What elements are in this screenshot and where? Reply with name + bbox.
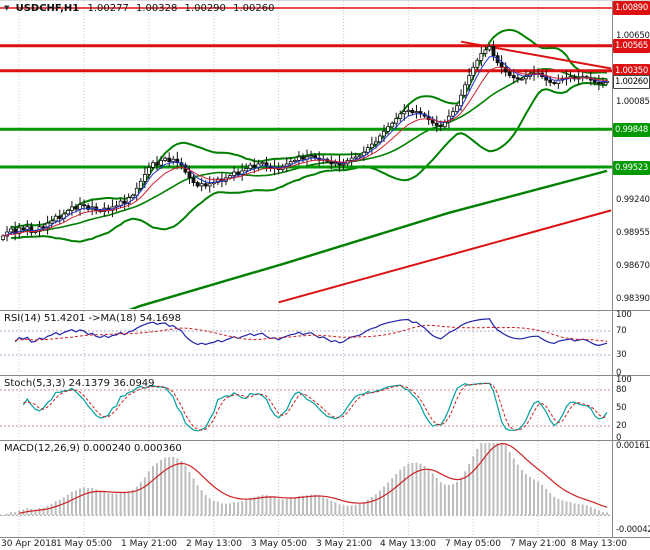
price-level-tag: 0.99523 (613, 161, 650, 175)
stochastic-axis-label: 80 (616, 385, 627, 395)
axis-separator (612, 1, 613, 537)
price-axis-label: 0.98955 (616, 228, 650, 238)
chart-title: ▼ USDCHF,H1 1.00277 1.00328 1.00290 1.00… (4, 3, 278, 14)
stochastic-axis: 100 80 50 20 0 (613, 375, 650, 443)
stochastic-axis-label: 100 (616, 375, 632, 385)
stochastic-canvas[interactable] (0, 376, 612, 439)
rsi-axis-label: 100 (616, 310, 632, 320)
stochastic-axis-label: 50 (616, 403, 627, 413)
long-term-ma (128, 169, 608, 309)
rsi-axis-label: 0 (616, 368, 622, 378)
price-level-tag: 1.00890 (613, 1, 650, 15)
price-axis-label: 0.99240 (616, 195, 650, 205)
time-axis-label: 3 May 05:00 (251, 539, 307, 549)
grid-lines (18, 441, 600, 536)
macd-panel: MACD(12,26,9) 0.000240 0.000360 0.00161 -… (0, 440, 650, 536)
macd-axis-label: 0.00161 (616, 441, 650, 451)
time-axis: 30 Apr 2018 1 May 05:00 1 May 21:00 2 May 1… (0, 537, 650, 550)
macd-title: MACD(12,26,9) 0.000240 0.000360 (4, 443, 182, 454)
time-axis-label: 8 May 13:00 (571, 539, 627, 549)
time-axis-label: 1 May 21:00 (121, 539, 177, 549)
macd-axis-label: -0.00042 (616, 525, 650, 535)
time-axis-label: 3 May 21:00 (316, 539, 372, 549)
time-axis-label: 7 May 21:00 (510, 539, 566, 549)
time-axis-label: 4 May 13:00 (380, 539, 436, 549)
macd-axis: 0.00161 -0.00042 (613, 441, 650, 536)
price-level-tag: 0.99848 (613, 123, 650, 137)
time-axis-label: 1 May 05:00 (56, 539, 112, 549)
price-level-tag: 1.00565 (613, 39, 650, 53)
price-axis-label: 1.00085 (616, 97, 650, 107)
price-axis-label: 1.00650 (616, 31, 650, 41)
rsi-panel: RSI(14) 51.4201 ->MA(18) 54.1698 100 70 30… (0, 310, 650, 378)
quote-high: 1.00328 (136, 3, 178, 14)
price-chart-canvas[interactable] (0, 1, 612, 309)
time-axis-label: 7 May 05:00 (445, 539, 501, 549)
current-price-tag: 1.00260 (613, 75, 650, 89)
price-axis-label: 0.98390 (616, 294, 650, 304)
symbol-dropdown-icon[interactable]: ▼ (4, 4, 10, 12)
grid-lines (18, 1, 600, 309)
macd-canvas[interactable] (0, 441, 612, 536)
rsi-canvas[interactable] (0, 311, 612, 374)
time-axis-label: 30 Apr 2018 (1, 539, 57, 549)
stochastic-panel: Stoch(5,3,3) 24.1379 36.0949 100 80 50 20 0 (0, 375, 650, 443)
rsi-title: RSI(14) 51.4201 ->MA(18) 54.1698 (4, 313, 181, 324)
stochastic-title: Stoch(5,3,3) 24.1379 36.0949 (4, 378, 155, 389)
quote-close: 1.00260 (233, 3, 275, 14)
stochastic-axis-label: 0 (616, 433, 622, 443)
rsi-axis-label: 30 (616, 350, 627, 360)
ascending-channel-support (278, 209, 612, 304)
rsi-axis: 100 70 30 0 (613, 310, 650, 378)
macd-histogram (2, 443, 608, 516)
price-axis-label: 0.98670 (616, 261, 650, 271)
price-chart-panel: ▼ USDCHF,H1 1.00277 1.00328 1.00290 1.00… (0, 1, 650, 309)
quote-open: 1.00277 (87, 3, 129, 14)
rsi-axis-label: 70 (616, 326, 627, 336)
quote-low: 1.00290 (184, 3, 226, 14)
chart-symbol: USDCHF,H1 (15, 3, 80, 14)
stochastic-axis-label: 20 (616, 421, 627, 431)
price-axis: 1.00650 1.00085 0.99240 0.98955 0.98670 0.983… (613, 1, 650, 309)
time-axis-label: 2 May 13:00 (186, 539, 242, 549)
